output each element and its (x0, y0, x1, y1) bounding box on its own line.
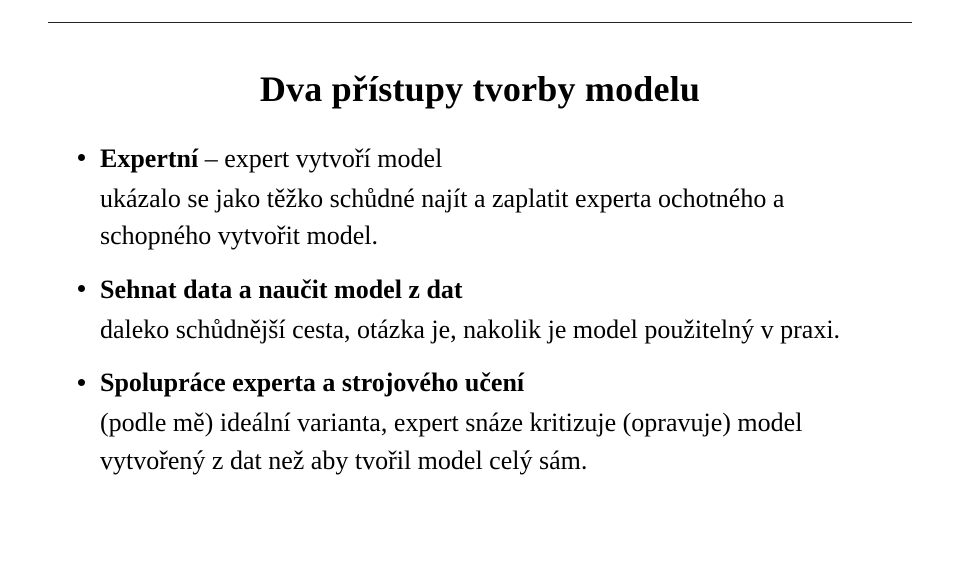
list-item: Sehnat data a naučit model z dat daleko … (72, 271, 900, 348)
bullet-body: daleko schůdnější cesta, otázka je, nako… (100, 311, 900, 349)
bullet-body: ukázalo se jako těžko schůdné najít a za… (100, 180, 900, 255)
top-rule (48, 22, 912, 23)
list-item: Expertní – expert vytvoří model ukázalo … (72, 140, 900, 255)
bullet-head: Spolupráce experta a strojového učení (100, 368, 524, 397)
list-item: Spolupráce experta a strojového učení (p… (72, 364, 900, 479)
bullet-body: (podle mě) ideální varianta, expert snáz… (100, 404, 900, 479)
slide-content: Expertní – expert vytvoří model ukázalo … (72, 140, 900, 496)
bullet-head-suffix: – expert vytvoří model (198, 144, 442, 173)
slide-title: Dva přístupy tvorby modelu (0, 68, 960, 110)
bullet-head: Expertní (100, 144, 198, 173)
bullet-head: Sehnat data a naučit model z dat (100, 275, 463, 304)
slide-page: Dva přístupy tvorby modelu Expertní – ex… (0, 0, 960, 583)
bullet-list: Expertní – expert vytvoří model ukázalo … (72, 140, 900, 480)
